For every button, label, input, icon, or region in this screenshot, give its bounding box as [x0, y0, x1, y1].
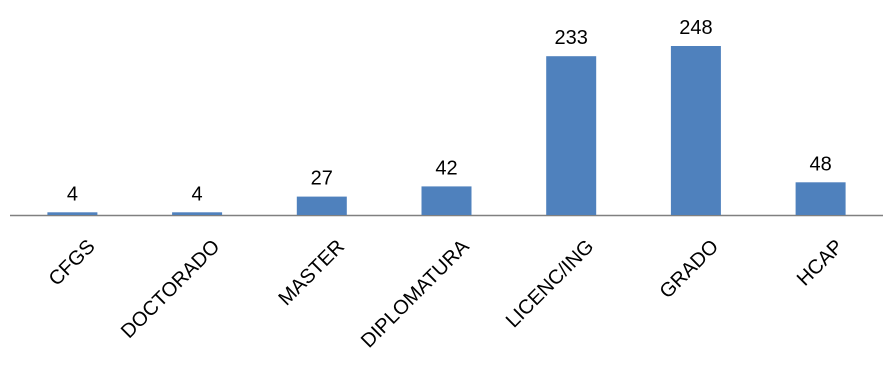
bar-cfgs	[47, 212, 98, 215]
x-tick-label: MASTER	[274, 236, 348, 310]
bar-hcap	[795, 182, 846, 215]
bar-value-label: 4	[192, 183, 203, 205]
bar-value-label: 27	[311, 168, 333, 190]
x-tick-label: DIPLOMATURA	[357, 235, 474, 352]
x-tick-label: GRADO	[656, 236, 723, 303]
x-tick-label: LICENC/ING	[502, 236, 598, 332]
bar-value-label: 248	[679, 17, 712, 39]
bar-grado	[670, 46, 721, 215]
bar-licenc-ing	[546, 56, 597, 216]
category-labels-group: CFGS DOCTORADO MASTER DIPLOMATURA LICENC/ING…	[45, 235, 848, 352]
x-tick-label: HCAP	[793, 236, 848, 291]
bar-value-label: 42	[435, 157, 457, 179]
x-tick-label: CFGS	[45, 236, 100, 291]
bar-doctorado	[172, 212, 223, 215]
bar-value-label: 48	[809, 153, 831, 175]
x-tick-label: DOCTORADO	[117, 236, 224, 343]
bars-group	[47, 46, 846, 216]
bar-value-label: 4	[67, 183, 78, 205]
bar-master	[296, 196, 347, 215]
bar-value-label: 233	[555, 27, 588, 49]
bar-diplomatura	[421, 186, 472, 215]
value-labels-group: 4 4 27 42 233 248 48	[67, 17, 832, 205]
